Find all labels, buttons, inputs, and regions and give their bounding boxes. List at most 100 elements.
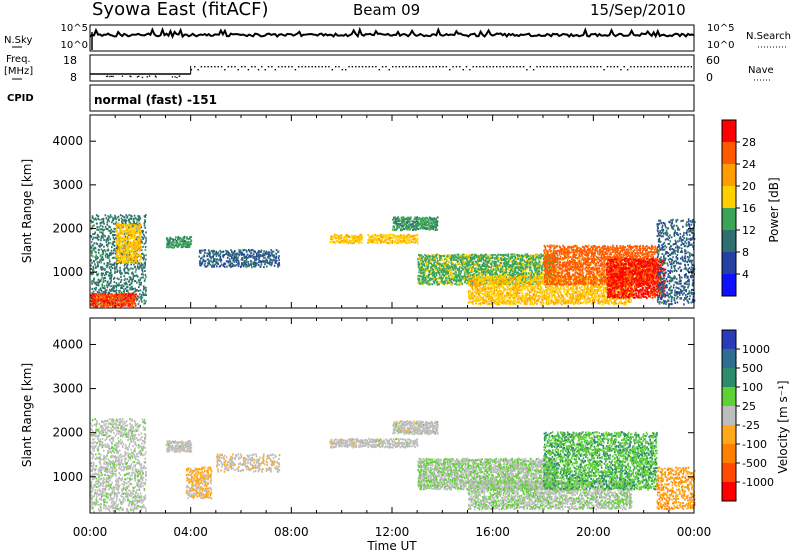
range-cell <box>133 275 135 277</box>
range-cell <box>352 239 354 241</box>
range-cell <box>419 275 421 278</box>
range-cell <box>144 264 146 267</box>
range-cell <box>333 233 336 236</box>
range-cell <box>396 224 399 227</box>
range-cell <box>518 254 520 257</box>
nave-point <box>596 66 599 68</box>
range-cell <box>142 291 144 294</box>
range-cell <box>107 264 109 267</box>
range-cell <box>424 260 427 263</box>
range-cell <box>422 278 425 281</box>
range-cell <box>97 215 100 218</box>
range-cell <box>490 254 493 257</box>
range-cell <box>528 271 531 274</box>
range-cell <box>430 283 433 286</box>
range-cell <box>415 234 418 237</box>
range-cell <box>206 255 208 258</box>
range-cell <box>113 285 115 288</box>
range-cell <box>533 254 536 257</box>
range-cell <box>273 254 275 257</box>
range-cell <box>384 237 387 240</box>
range-cell <box>455 258 458 261</box>
range-cell <box>128 260 130 263</box>
nave-point <box>643 66 646 68</box>
range-cell <box>101 218 103 221</box>
range-cell <box>517 274 519 276</box>
range-cell <box>126 267 129 270</box>
range-cell <box>397 226 399 229</box>
range-cell <box>100 305 102 307</box>
range-cell <box>189 241 192 243</box>
range-cell <box>517 258 519 261</box>
range-cell <box>103 249 106 252</box>
nave-point <box>482 66 484 68</box>
nave-tick-bottom: 0 <box>706 71 713 84</box>
range-cell <box>524 261 526 263</box>
range-cell <box>231 255 233 258</box>
range-cell <box>458 269 461 272</box>
range-cell <box>177 245 179 248</box>
range-cell <box>521 278 523 281</box>
range-cell <box>418 268 421 271</box>
range-cell <box>129 244 131 246</box>
range-cell <box>503 264 505 267</box>
range-cell <box>90 297 93 299</box>
range-cell <box>123 250 126 253</box>
nave-point <box>526 69 528 71</box>
range-cell <box>103 238 105 241</box>
range-cell <box>460 260 462 263</box>
range-cell <box>205 265 208 268</box>
nave-point <box>623 66 625 68</box>
range-cell <box>100 272 103 275</box>
range-cell <box>422 219 424 222</box>
nave-point <box>499 66 501 68</box>
range-cell <box>444 253 447 256</box>
range-cell <box>505 271 508 274</box>
range-cell <box>493 289 496 292</box>
range-cell <box>179 237 182 240</box>
range-cell <box>269 263 271 266</box>
range-cell <box>140 276 143 279</box>
nave-point <box>207 66 209 68</box>
range-cell <box>129 226 131 229</box>
nave-point <box>241 66 243 68</box>
range-cell <box>92 255 94 258</box>
range-cell <box>211 264 214 267</box>
range-cell <box>104 296 106 299</box>
range-cell <box>125 226 127 229</box>
range-cell <box>256 262 258 265</box>
range-cell <box>488 282 491 285</box>
range-cell <box>429 226 432 229</box>
range-cell <box>433 259 435 262</box>
range-cell <box>329 237 332 240</box>
range-cell <box>124 259 126 262</box>
range-cell <box>526 272 529 275</box>
range-cell <box>246 253 249 256</box>
range-cell <box>124 251 127 254</box>
range-cell <box>261 255 263 258</box>
range-cell <box>122 237 125 240</box>
range-cell <box>393 241 396 244</box>
range-cell <box>462 264 464 267</box>
range-cell <box>467 272 469 274</box>
range-cell <box>141 296 144 299</box>
range-cell <box>167 246 170 249</box>
range-cell <box>510 300 513 303</box>
nsearch-label: N.Search <box>746 31 791 42</box>
range-cell <box>463 278 465 281</box>
range-cell <box>459 264 462 267</box>
range-cell <box>125 287 127 290</box>
range-cell <box>130 304 133 307</box>
range-cell <box>139 258 142 261</box>
range-cell <box>224 265 226 268</box>
range-cell <box>433 261 436 264</box>
range-cell <box>125 214 128 217</box>
range-cell <box>118 232 121 235</box>
range-cell <box>111 257 114 259</box>
range-cell <box>480 253 483 256</box>
range-cell <box>107 296 109 299</box>
range-cell <box>473 270 476 272</box>
range-cell <box>375 238 377 241</box>
range-cell <box>464 276 467 278</box>
range-cell <box>264 251 267 254</box>
